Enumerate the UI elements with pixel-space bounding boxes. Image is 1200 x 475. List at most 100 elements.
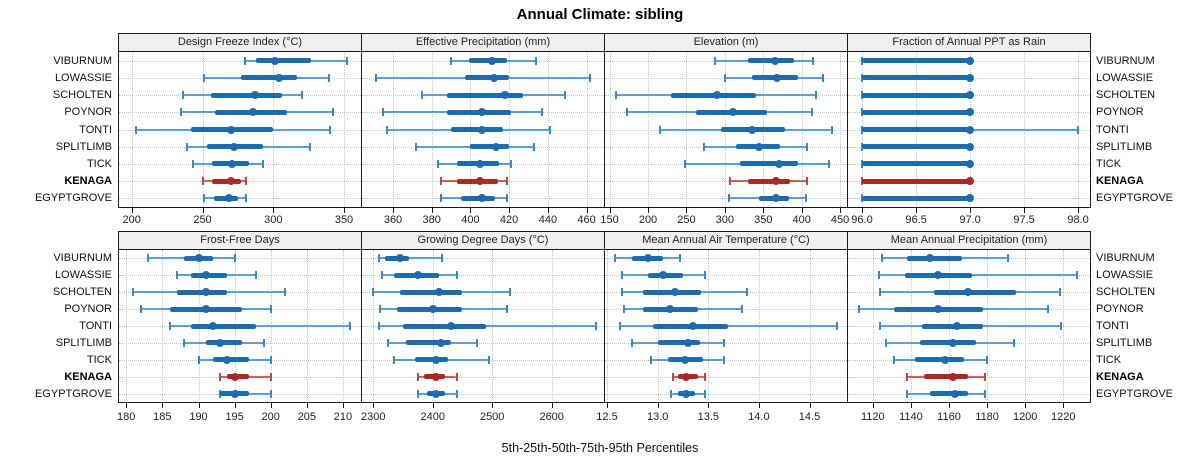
panel-title: Growing Degree Days (°C) — [417, 234, 549, 246]
x-tick-label: 13.5 — [697, 411, 720, 423]
whisker-cap-low — [202, 73, 205, 82]
y-axis-label-right: EGYPTGROVE — [1096, 192, 1174, 205]
x-tick-mark — [373, 403, 375, 408]
whisker-cap-high — [812, 56, 815, 65]
whisker-cap-low — [202, 194, 205, 203]
whisker-cap-high — [678, 254, 681, 263]
whisker-cap-low — [436, 159, 439, 168]
whisker-cap-high — [345, 56, 348, 65]
x-tick-mark — [431, 208, 433, 213]
whisker-cap-high — [455, 271, 458, 280]
x-tick-label: 14.5 — [798, 411, 821, 423]
gridline-horizontal — [605, 181, 847, 183]
median-dot — [771, 194, 780, 203]
median-dot — [478, 108, 486, 117]
whisker-cap-high — [1077, 125, 1080, 134]
median-dot — [773, 73, 782, 82]
whisker-cap-high — [704, 389, 707, 398]
iqr-bar — [933, 289, 1016, 295]
x-tick-mark — [273, 208, 275, 213]
median-dot — [226, 177, 235, 186]
iqr-bar — [924, 374, 968, 380]
y-axis-label-left: TICK — [86, 157, 112, 170]
whisker-cap-low — [713, 56, 716, 65]
x-tick-mark — [686, 208, 688, 213]
y-axis-label-right: KENAGA — [1096, 370, 1144, 383]
whisker-cap-low — [906, 372, 909, 381]
panel-strip: Design Freeze Index (°C) — [118, 33, 362, 52]
median-dot — [682, 389, 690, 398]
gridline-horizontal — [605, 275, 847, 277]
x-tick-mark — [509, 208, 511, 213]
x-tick-mark — [758, 403, 760, 408]
whisker-cap-high — [284, 288, 287, 297]
whisker-cap-low — [180, 108, 183, 117]
whisker-cap-high — [986, 355, 989, 364]
y-axis-label-left: SPLITLIMB — [55, 140, 112, 153]
whisker-cap-low — [372, 288, 375, 297]
gridline-horizontal — [119, 60, 361, 62]
median-dot — [274, 73, 283, 82]
gridline-horizontal — [362, 258, 604, 260]
y-axis-label-left: VIBURNUM — [53, 54, 112, 67]
panel — [361, 249, 605, 403]
gridline-horizontal — [605, 198, 847, 200]
x-tick-mark — [648, 208, 649, 213]
x-tick-label: 360 — [383, 214, 403, 226]
x-tick-label: 97.0 — [959, 214, 981, 226]
median-dot — [925, 254, 934, 263]
median-dot — [431, 355, 440, 364]
whisker-cap-low — [379, 305, 382, 314]
whisker-cap-low — [146, 254, 149, 263]
whisker-cap-low — [201, 177, 204, 186]
whisker-cap-high — [564, 91, 567, 100]
y-axis-label-left: EGYPTGROVE — [34, 387, 112, 400]
panel — [604, 249, 848, 403]
x-tick-mark — [1078, 208, 1080, 213]
median-dot — [201, 271, 210, 280]
whisker-cap-low — [450, 56, 453, 65]
median-dot — [489, 73, 498, 82]
x-tick-mark — [809, 403, 811, 408]
gridline-horizontal — [362, 275, 604, 277]
y-axis-label-left: LOWASSIE — [54, 71, 112, 84]
x-tick-mark — [801, 208, 803, 213]
whisker-cap-high — [455, 389, 458, 398]
whisker-cap-high — [509, 288, 512, 297]
x-tick-mark — [131, 208, 133, 213]
whisker-cap-high — [704, 271, 707, 280]
x-tick-mark — [763, 208, 765, 213]
whisker-cap-high — [740, 305, 743, 314]
iqr-bar — [747, 178, 791, 184]
y-axis-label-left: POYNOR — [64, 303, 112, 316]
iqr-bar — [191, 323, 257, 329]
whisker-cap-high — [349, 322, 352, 330]
whisker-cap-high — [440, 254, 443, 263]
x-tick-label: 1220 — [1051, 411, 1076, 423]
whisker-cap-high — [1060, 322, 1063, 330]
whisker-cap-high — [535, 56, 538, 65]
median-dot — [755, 142, 764, 151]
median-dot — [201, 288, 210, 297]
iqr-bar — [862, 178, 970, 184]
x-tick-mark — [306, 403, 308, 408]
whisker-cap-low — [671, 372, 674, 381]
panel-plot-area — [362, 52, 604, 207]
x-tick-mark — [270, 403, 272, 408]
whisker-cap-high — [1047, 305, 1050, 314]
whisker-cap-low — [723, 73, 726, 82]
x-tick-mark — [609, 208, 611, 213]
y-axis-label-right: TONTI — [1096, 320, 1129, 332]
whisker-cap-low — [623, 305, 626, 314]
x-tick-label: 250 — [193, 214, 212, 226]
median-dot — [491, 142, 500, 151]
y-axis-label-right: SPLITLIMB — [1096, 336, 1153, 349]
y-axis-label-left: POYNOR — [64, 106, 112, 119]
x-axis-title: 5th-25th-50th-75th-95th Percentiles — [501, 441, 699, 455]
median-dot — [933, 305, 942, 314]
y-axis-label-right: VIBURNUM — [1096, 252, 1155, 265]
x-tick-mark — [492, 403, 494, 408]
whisker-cap-high — [506, 194, 509, 203]
x-tick-label: 2400 — [420, 411, 446, 423]
whisker-cap-low — [175, 271, 178, 280]
